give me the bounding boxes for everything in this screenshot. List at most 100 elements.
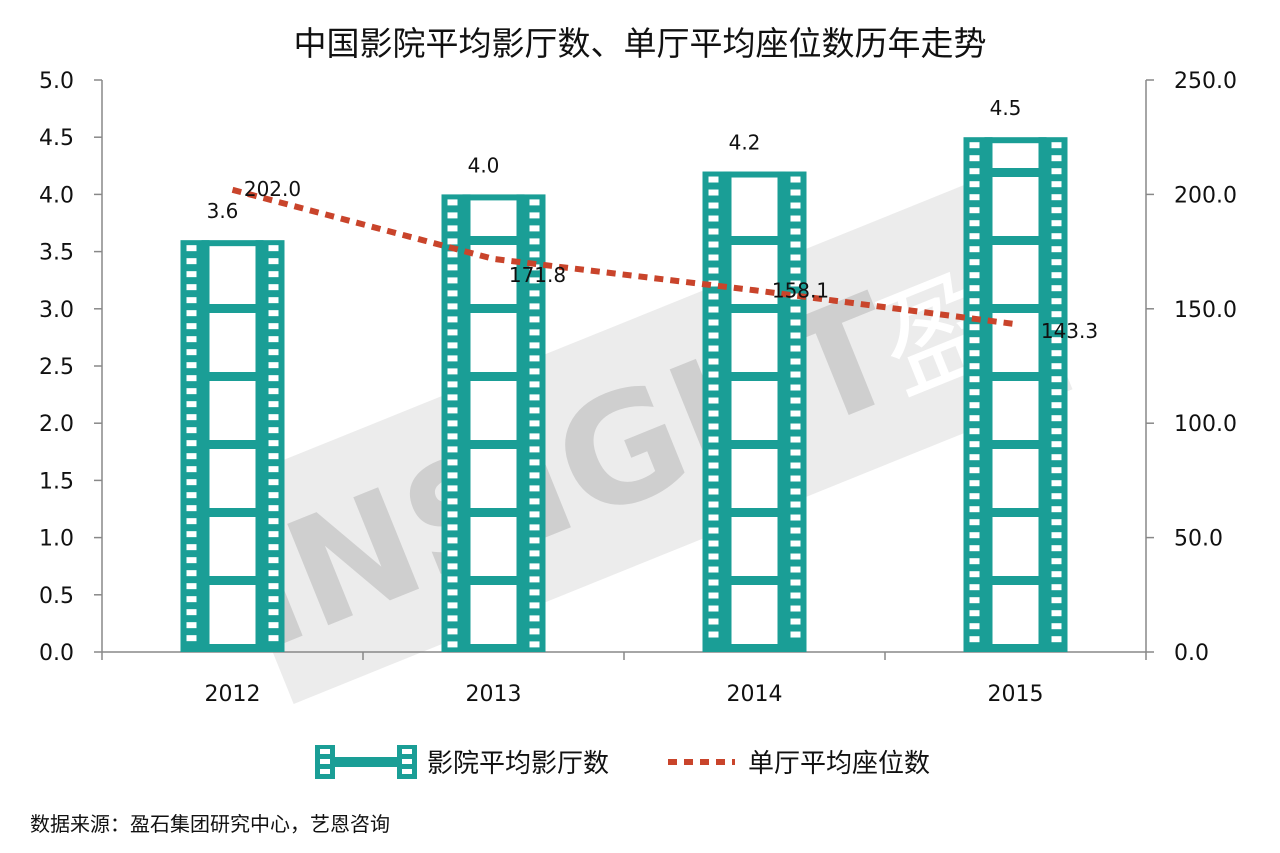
film-hole	[790, 566, 801, 573]
film-hole	[708, 605, 719, 612]
film-hole	[268, 258, 279, 265]
bar-series	[180, 137, 1068, 652]
film-divider	[724, 304, 785, 313]
film-hole	[1051, 220, 1062, 227]
film-hole	[708, 267, 719, 274]
source-note: 数据来源：盈石集团研究中心，艺恩咨询	[30, 812, 390, 836]
film-hole	[529, 524, 540, 531]
left-tick-label: 2.0	[39, 412, 74, 437]
film-hole	[969, 285, 980, 292]
film-hole	[969, 610, 980, 617]
film-hole	[268, 323, 279, 330]
film-hole	[1051, 441, 1062, 448]
legend-item-line: 单厅平均座位数	[668, 749, 930, 779]
film-hole	[186, 271, 197, 278]
film-hole	[969, 636, 980, 643]
film-hole	[529, 511, 540, 518]
film-hole	[790, 592, 801, 599]
film-hole	[529, 602, 540, 609]
film-divider	[985, 576, 1046, 585]
film-hole	[1051, 311, 1062, 318]
film-hole	[969, 142, 980, 149]
film-hole	[268, 336, 279, 343]
film-hole	[790, 267, 801, 274]
film-hole	[447, 459, 458, 466]
film-hole	[969, 298, 980, 305]
film-hole	[268, 635, 279, 642]
film-hole	[969, 155, 980, 162]
film-hole	[969, 246, 980, 253]
film-hole	[969, 194, 980, 201]
film-hole	[186, 245, 197, 252]
film-hole	[529, 472, 540, 479]
film-hole	[268, 271, 279, 278]
film-hole	[790, 319, 801, 326]
film-divider	[724, 576, 785, 585]
film-hole	[447, 498, 458, 505]
film-hole	[790, 397, 801, 404]
legend-item-bar: 影院平均影厅数	[315, 745, 609, 779]
film-hole	[1051, 610, 1062, 617]
film-hole	[1051, 337, 1062, 344]
film-hole	[268, 284, 279, 291]
film-divider	[985, 304, 1046, 313]
film-edge-right	[777, 171, 786, 652]
film-hole	[447, 303, 458, 310]
film-divider	[724, 372, 785, 381]
film-hole	[708, 254, 719, 261]
film-edge-left	[984, 137, 993, 652]
film-hole	[186, 323, 197, 330]
film-hole	[708, 410, 719, 417]
film-hole	[969, 311, 980, 318]
film-hole	[268, 609, 279, 616]
film-hole	[969, 584, 980, 591]
film-hole	[969, 571, 980, 578]
film-hole	[268, 622, 279, 629]
film-hole	[529, 615, 540, 622]
film-hole	[268, 349, 279, 356]
right-tick-label: 100.0	[1174, 412, 1237, 437]
film-hole	[790, 462, 801, 469]
film-divider	[985, 372, 1046, 381]
film-hole	[447, 381, 458, 388]
film-hole	[969, 532, 980, 539]
film-hole	[268, 375, 279, 382]
film-hole	[708, 592, 719, 599]
film-hole	[529, 238, 540, 245]
film-hole	[186, 622, 197, 629]
film-hole	[790, 540, 801, 547]
film-top	[463, 194, 524, 201]
film-hole	[268, 518, 279, 525]
film-hole	[708, 332, 719, 339]
film-hole	[969, 519, 980, 526]
film-divider	[985, 440, 1046, 449]
film-hole	[447, 199, 458, 206]
film-hole	[790, 345, 801, 352]
film-hole	[708, 228, 719, 235]
film-hole	[186, 518, 197, 525]
film-edge-left	[723, 171, 732, 652]
film-hole	[529, 225, 540, 232]
film-hole	[708, 176, 719, 183]
film-hole	[186, 297, 197, 304]
bar-value-label: 3.6	[207, 199, 239, 223]
film-hole	[790, 293, 801, 300]
bar	[963, 137, 1068, 652]
film-hole	[1051, 636, 1062, 643]
film-divider	[985, 508, 1046, 517]
film-hole	[447, 641, 458, 648]
film-divider	[724, 508, 785, 517]
film-hole	[1051, 623, 1062, 630]
film-hole	[447, 602, 458, 609]
film-hole	[969, 506, 980, 513]
film-hole	[969, 467, 980, 474]
film-hole	[447, 329, 458, 336]
film-hole	[790, 423, 801, 430]
film-hole	[1051, 259, 1062, 266]
chart-title: 中国影院平均影厅数、单厅平均座位数历年走势	[294, 24, 987, 63]
film-hole	[268, 453, 279, 460]
film-hole	[790, 176, 801, 183]
film-hole	[790, 241, 801, 248]
